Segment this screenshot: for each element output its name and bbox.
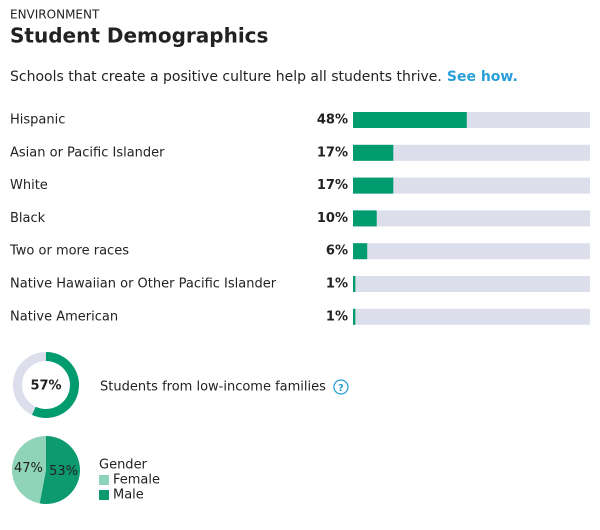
legend-swatch <box>99 475 109 485</box>
category-label: Hispanic <box>10 113 65 128</box>
category-label: Two or more races <box>9 244 129 259</box>
bar <box>353 144 394 161</box>
donut-arc <box>31 352 79 418</box>
title: Student Demographics <box>10 24 268 48</box>
value-label: 1% <box>326 277 348 292</box>
value-label: 6% <box>326 244 348 259</box>
category-label: Native American <box>10 309 118 324</box>
section-label: ENVIRONMENT <box>10 8 100 22</box>
intro: Schools that create a positive culture h… <box>10 69 442 85</box>
pie-slice <box>11 436 46 504</box>
bar-track <box>353 243 590 260</box>
bar <box>353 210 377 227</box>
legend-swatch <box>99 490 109 500</box>
bar <box>353 276 356 292</box>
see-how-link[interactable]: See how. <box>447 69 518 85</box>
bar-track <box>353 210 590 227</box>
legend-title: Gender <box>99 458 148 473</box>
category-label: Native Hawaiian or Other Pacific Islande… <box>10 277 277 292</box>
value-label: 17% <box>317 178 348 193</box>
value-label: 1% <box>326 309 348 324</box>
help-icon[interactable]: ? <box>338 383 344 394</box>
bar-track <box>353 144 590 161</box>
donut-label: Students from low-income families <box>100 380 326 395</box>
bar <box>353 308 356 325</box>
donut-value: 57% <box>30 379 61 394</box>
value-label: 10% <box>317 211 348 226</box>
category-label: Black <box>10 211 46 226</box>
bar <box>353 177 394 194</box>
pie-value: 47% <box>14 461 43 476</box>
bar-track <box>353 276 590 292</box>
bar <box>353 243 368 260</box>
legend-label: Male <box>113 488 144 503</box>
value-label: 17% <box>317 145 348 160</box>
bar <box>353 112 467 128</box>
value-label: 48% <box>317 113 348 128</box>
help-icon-circle[interactable] <box>333 379 349 395</box>
category-label: Asian or Pacific Islander <box>10 145 165 160</box>
pie-value: 53% <box>49 464 78 479</box>
bar-track <box>353 308 590 325</box>
legend-label: Female <box>113 473 160 488</box>
bar-track <box>353 177 590 194</box>
category-label: White <box>10 178 48 193</box>
pie-slice <box>39 436 80 504</box>
